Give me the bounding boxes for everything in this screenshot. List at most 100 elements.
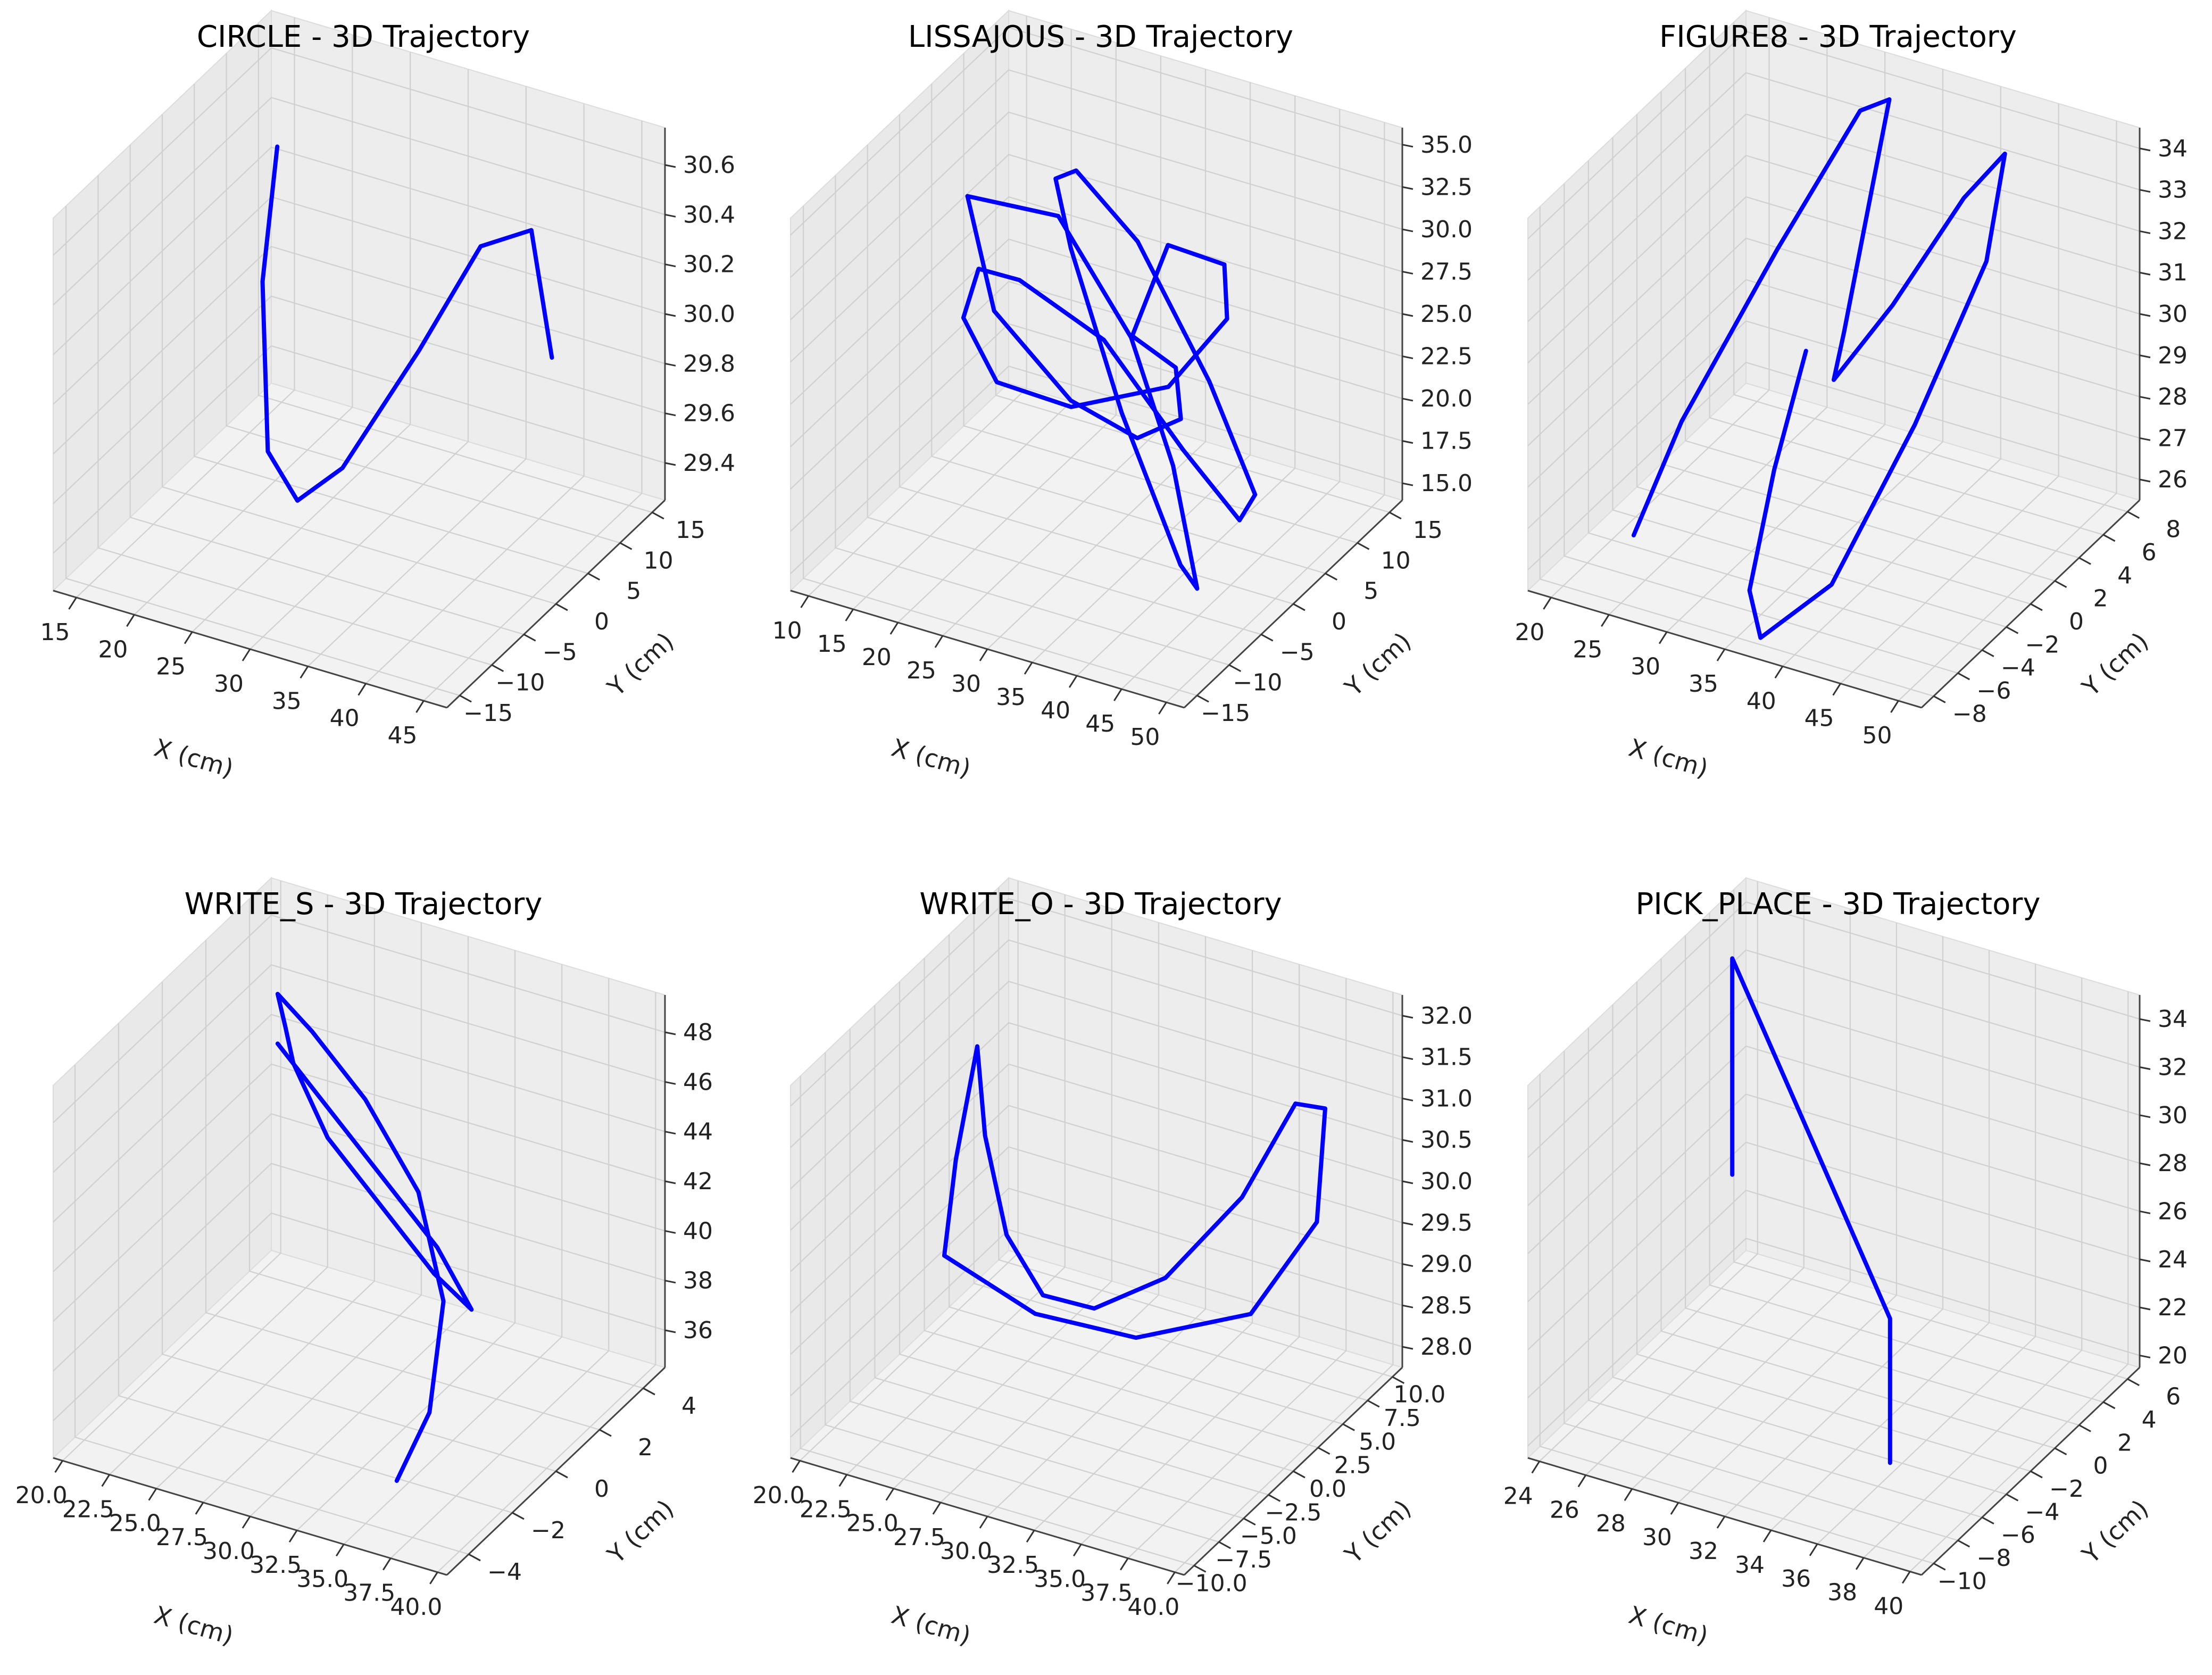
z-gridline xyxy=(1527,1238,2140,1447)
x-axis-label: X (cm) xyxy=(1626,733,1711,783)
y-gridline xyxy=(899,114,1294,605)
y-tick-mark xyxy=(1982,649,1994,657)
z-tick-mark xyxy=(1402,1056,1413,1060)
trajectory-line xyxy=(961,168,1258,591)
z-tick-mark xyxy=(1402,1180,1413,1184)
x-tick-mark xyxy=(1158,702,1167,715)
x-gridline xyxy=(1678,923,1898,1503)
y-tick-mark xyxy=(1196,694,1209,703)
y-tick-mark xyxy=(1218,1541,1231,1549)
x-gridline xyxy=(390,978,610,1559)
y-tick-label: 10 xyxy=(644,547,673,574)
y-tick-label: 0 xyxy=(594,1475,609,1503)
x-gridline xyxy=(897,43,1117,623)
y-tick-mark xyxy=(468,1553,481,1562)
x-gridline xyxy=(1770,950,1990,1531)
y-tick-mark xyxy=(652,511,664,520)
y-tick-mark xyxy=(491,664,504,673)
z-tick-mark xyxy=(2139,230,2151,234)
y-tick-label: 6 xyxy=(2142,539,2157,566)
x-axis-label: X (cm) xyxy=(888,1601,974,1651)
y-tick-label: −2 xyxy=(2025,631,2060,658)
x-tick-mark xyxy=(300,666,309,679)
z-gridline xyxy=(53,246,666,455)
x-tick-mark xyxy=(838,1474,847,1487)
x-gridline xyxy=(808,16,1027,596)
z-tick-mark xyxy=(1402,228,1413,233)
z-tick-label: 34 xyxy=(2158,135,2188,162)
z-tick-mark xyxy=(2139,189,2151,193)
y-tick-label: −10 xyxy=(1233,669,1283,696)
x-gridline xyxy=(1863,977,2083,1558)
z-tick-label: 33 xyxy=(2158,177,2188,204)
y-tick-label: −10.0 xyxy=(1176,1570,1248,1597)
y-gridline xyxy=(867,145,1262,635)
z-tick-mark xyxy=(2139,1162,2151,1166)
x-tick-label: 20 xyxy=(862,644,892,671)
z-gridline xyxy=(1527,279,2140,488)
x-gridline xyxy=(203,922,422,1503)
x-gridline xyxy=(307,86,527,667)
z-gridline xyxy=(790,323,1403,532)
z-gridline xyxy=(53,97,666,306)
z-tick-mark xyxy=(2139,354,2151,359)
z-tick-label: 28.0 xyxy=(1420,1333,1473,1361)
z-gridline xyxy=(53,1063,666,1272)
z-tick-mark xyxy=(664,1329,676,1333)
x-tick-mark xyxy=(792,1460,801,1473)
z-gridline xyxy=(790,27,1403,236)
z-tick-mark xyxy=(2139,1018,2151,1022)
z-tick-mark xyxy=(1402,1263,1413,1267)
y-tick-label: 0 xyxy=(2069,608,2084,635)
z-tick-label: 44 xyxy=(683,1118,713,1146)
y-tick-label: −4 xyxy=(487,1558,522,1586)
x-gridline xyxy=(76,17,295,598)
y-tick-label: 10.0 xyxy=(1393,1381,1445,1408)
z-gridline xyxy=(790,280,1403,490)
x-tick-label: 45 xyxy=(387,722,417,749)
y-tick-label: 0 xyxy=(2093,1453,2108,1480)
y-tick-label: 15 xyxy=(676,517,705,544)
x-tick-mark xyxy=(889,622,899,635)
x-tick-mark xyxy=(415,700,425,713)
x-tick-label: 20 xyxy=(98,636,128,663)
x-tick-label: 30.0 xyxy=(203,1538,255,1565)
z-gridline xyxy=(790,238,1403,447)
y-gridline xyxy=(1612,137,2007,628)
trajectory-line xyxy=(275,992,474,1483)
y-gridline xyxy=(65,206,460,696)
x-tick-label: 25 xyxy=(907,657,936,684)
z-gridline xyxy=(790,1105,1403,1314)
z-gridline xyxy=(53,1212,666,1421)
z-tick-label: 28 xyxy=(2158,1150,2188,1177)
z-tick-label: 28 xyxy=(2158,384,2188,411)
x-tick-label: 50 xyxy=(1130,724,1160,751)
y-tick-mark xyxy=(555,603,568,611)
x-tick-label: 50 xyxy=(1862,722,1892,749)
y-tick-label: 5.0 xyxy=(1359,1428,1396,1455)
y-tick-mark xyxy=(2006,626,2019,634)
x-tick-mark xyxy=(1658,631,1668,644)
z-tick-label: 30.0 xyxy=(683,301,735,328)
y-tick-label: −5.0 xyxy=(1240,1523,1297,1550)
x-tick-label: 24 xyxy=(1503,1482,1533,1510)
z-tick-mark xyxy=(1402,1304,1413,1308)
x-tick-mark xyxy=(68,597,77,610)
x-tick-mark xyxy=(1809,1543,1818,1556)
y-tick-label: −2 xyxy=(531,1517,566,1544)
y-axis-label: Y (cm) xyxy=(1339,1494,1417,1570)
x-tick-label: 27.5 xyxy=(156,1524,208,1551)
x-tick-label: 37.5 xyxy=(343,1580,395,1607)
x-gridline xyxy=(1032,82,1251,663)
y-gridline xyxy=(825,1052,1219,1543)
y-tick-label: 8 xyxy=(2166,516,2181,543)
y-gridline xyxy=(998,887,1393,1378)
x-gridline xyxy=(134,35,353,616)
chart-title: FIGURE8 - 3D Trajectory xyxy=(1659,20,2017,54)
y-gridline xyxy=(248,899,644,1389)
z-tick-label: 36 xyxy=(683,1317,713,1344)
y-tick-mark xyxy=(1293,1470,1305,1479)
y-tick-label: 2.5 xyxy=(1334,1452,1371,1479)
x-tick-label: 40.0 xyxy=(1127,1594,1179,1621)
